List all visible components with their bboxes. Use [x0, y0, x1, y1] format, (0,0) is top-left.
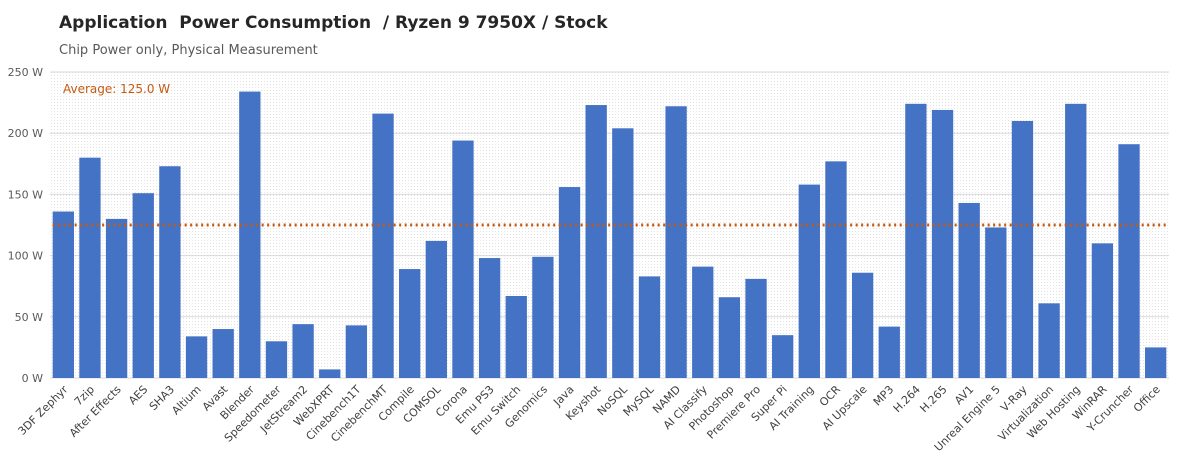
x-tick-label: Altium [169, 383, 203, 417]
bar [1065, 103, 1087, 378]
bar [1145, 347, 1167, 378]
y-tick-label: 200 W [8, 127, 43, 140]
y-tick-label: 0 W [22, 372, 43, 385]
bar [638, 276, 661, 378]
bar [958, 202, 980, 378]
bar [399, 269, 421, 378]
grid-lines [50, 71, 1169, 379]
bar [452, 140, 474, 378]
x-tick-label: Office [1131, 383, 1163, 415]
bar-series [52, 91, 1167, 379]
average-label: Average: 125.0 W [63, 82, 170, 96]
bar [319, 369, 341, 378]
bar [185, 336, 208, 378]
y-axis: 0 W 50 W 100 W 150 W 200 W 250 W [8, 66, 43, 385]
bar [772, 335, 794, 378]
bar [52, 211, 74, 378]
bar [292, 324, 314, 378]
bar [132, 193, 154, 378]
bar [505, 295, 527, 378]
bar [585, 105, 607, 378]
y-tick-label: 50 W [15, 311, 43, 324]
bar [159, 166, 181, 378]
bar [612, 128, 634, 378]
bar [878, 326, 900, 378]
x-tick-label: MySQL [621, 382, 658, 419]
bar [239, 91, 261, 379]
bar [105, 218, 128, 378]
bar [1038, 303, 1060, 378]
bar [372, 113, 394, 378]
bar [478, 258, 501, 378]
y-tick-label: 250 W [8, 66, 43, 79]
bar [665, 106, 687, 378]
bar [905, 103, 927, 378]
bar [985, 227, 1007, 378]
x-tick-label: H.265 [917, 383, 949, 415]
bar [825, 161, 847, 378]
bar [718, 297, 741, 378]
bar [345, 325, 368, 378]
bar [212, 329, 234, 378]
bar [1011, 120, 1034, 379]
average-line-group: Average: 125.0 W [52, 82, 1167, 227]
y-tick-label: 100 W [8, 250, 43, 263]
bar [425, 240, 447, 378]
bar [745, 278, 767, 378]
bar [265, 341, 288, 378]
bar [558, 187, 581, 378]
bar [692, 266, 714, 378]
bar [798, 184, 820, 378]
bar [931, 109, 954, 378]
chart-title: Application Power Consumption / Ryzen 9 … [59, 13, 608, 33]
bar [79, 157, 101, 378]
bar [851, 272, 874, 378]
bar [1118, 144, 1140, 378]
x-tick-label: 3DF Zephyr [16, 383, 71, 438]
bar [532, 256, 554, 378]
x-tick-label: H.264 [891, 383, 923, 415]
bar [1091, 243, 1114, 378]
chart-subtitle: Chip Power only, Physical Measurement [59, 43, 318, 58]
y-tick-label: 150 W [8, 188, 43, 201]
